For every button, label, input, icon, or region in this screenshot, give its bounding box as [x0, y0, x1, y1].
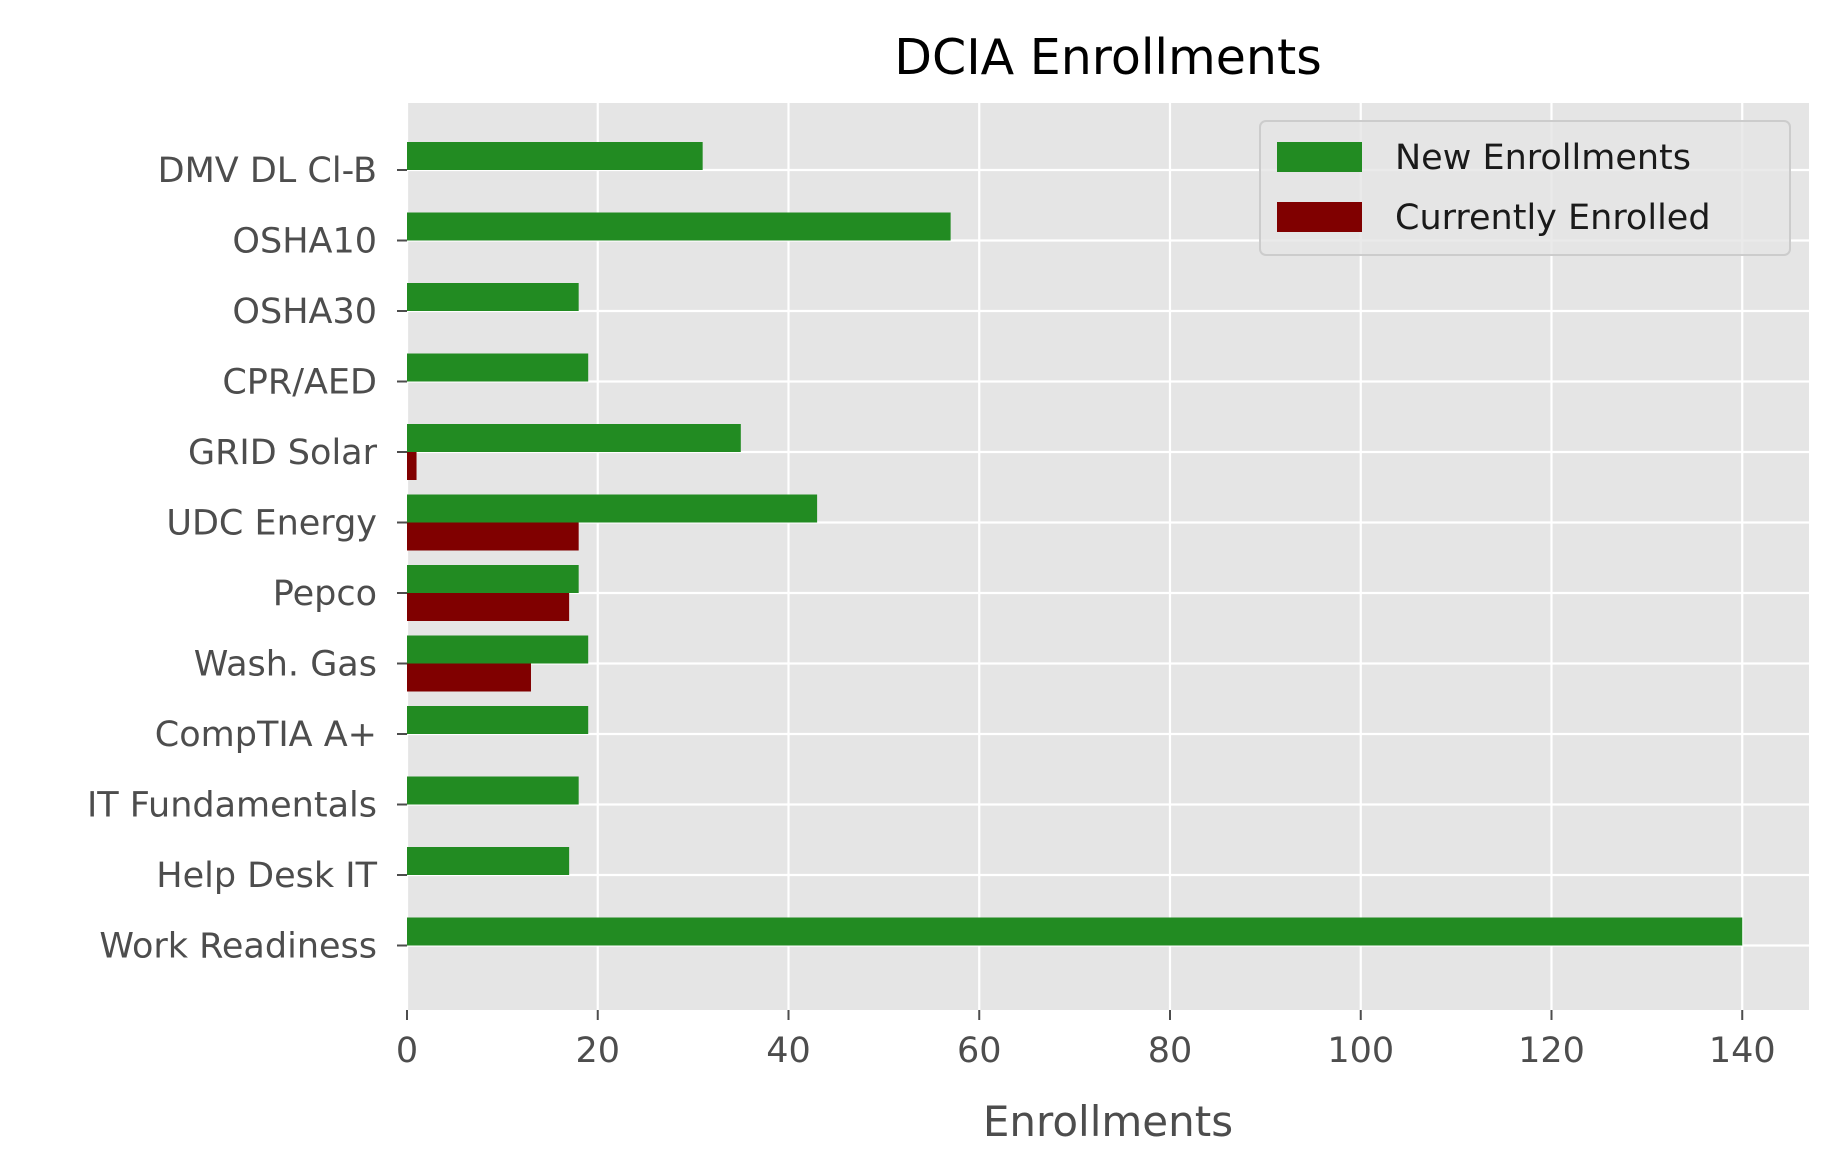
legend-label-currently-enrolled: Currently Enrolled [1395, 198, 1711, 238]
legend: New Enrollments Currently Enrolled [1259, 120, 1791, 256]
y-tick-label-udc-energy: UDC Energy [166, 504, 377, 544]
x-tick-label-100: 100 [1327, 1031, 1394, 1071]
x-tick-label-120: 120 [1518, 1031, 1585, 1071]
bar-currently-enrolled-grid-solar [407, 452, 417, 480]
bar-new-enrollments-udc-energy [407, 494, 818, 523]
x-tick-label-0: 0 [396, 1031, 418, 1071]
y-tick-label-osha10: OSHA10 [232, 222, 377, 262]
bar-new-enrollments-dmv-dl-cl-b [407, 142, 703, 170]
bar-new-enrollments-osha10 [407, 212, 951, 241]
y-axis-ticks: DMV DL Cl-B OSHA10 OSHA30 CPR/AED GRID Solar… [87, 151, 407, 967]
bar-currently-enrolled-udc-energy [407, 522, 579, 551]
y-tick-label-osha30: OSHA30 [232, 292, 377, 332]
y-tick-label-pepco: Pepco [273, 574, 377, 614]
legend-label-new-enrollments: New Enrollments [1395, 138, 1691, 178]
x-tick-label-20: 20 [575, 1031, 620, 1071]
bars [407, 142, 1743, 946]
y-tick-label-help-desk-it: Help Desk IT [156, 856, 377, 896]
chart-title: DCIA Enrollments [894, 29, 1321, 86]
bar-new-enrollments-comptia-a [407, 706, 589, 734]
x-axis-ticks: 0 20 40 60 80 100 120 140 [396, 1010, 1776, 1071]
bar-new-enrollments-help-desk-it [407, 847, 570, 875]
x-tick-label-140: 140 [1709, 1031, 1776, 1071]
legend-swatch-new-enrollments [1277, 142, 1362, 172]
bar-new-enrollments-osha30 [407, 283, 579, 311]
bar-currently-enrolled-wash-gas [407, 663, 531, 692]
y-tick-label-cpr-aed: CPR/AED [222, 363, 377, 403]
bar-new-enrollments-work-readiness [407, 917, 1743, 946]
bar-new-enrollments-cpr-aed [407, 353, 589, 382]
x-tick-label-80: 80 [1148, 1031, 1193, 1071]
x-tick-label-60: 60 [957, 1031, 1002, 1071]
y-tick-label-grid-solar: GRID Solar [188, 433, 378, 473]
y-tick-label-work-readiness: Work Readiness [99, 927, 377, 967]
y-tick-label-it-fundamentals: IT Fundamentals [87, 786, 377, 826]
bar-new-enrollments-pepco [407, 565, 579, 593]
bar-new-enrollments-it-fundamentals [407, 776, 579, 805]
bar-new-enrollments-grid-solar [407, 424, 741, 452]
y-tick-label-wash-gas: Wash. Gas [194, 645, 377, 685]
x-tick-label-40: 40 [766, 1031, 811, 1071]
bar-currently-enrolled-pepco [407, 593, 570, 621]
y-tick-label-comptia-a: CompTIA A+ [155, 715, 377, 755]
x-axis-label: Enrollments [983, 1097, 1233, 1146]
y-tick-label-dmv-dl-cl-b: DMV DL Cl-B [158, 151, 377, 191]
legend-swatch-currently-enrolled [1277, 202, 1362, 232]
legend-frame [1259, 120, 1791, 256]
bar-new-enrollments-wash-gas [407, 635, 589, 664]
